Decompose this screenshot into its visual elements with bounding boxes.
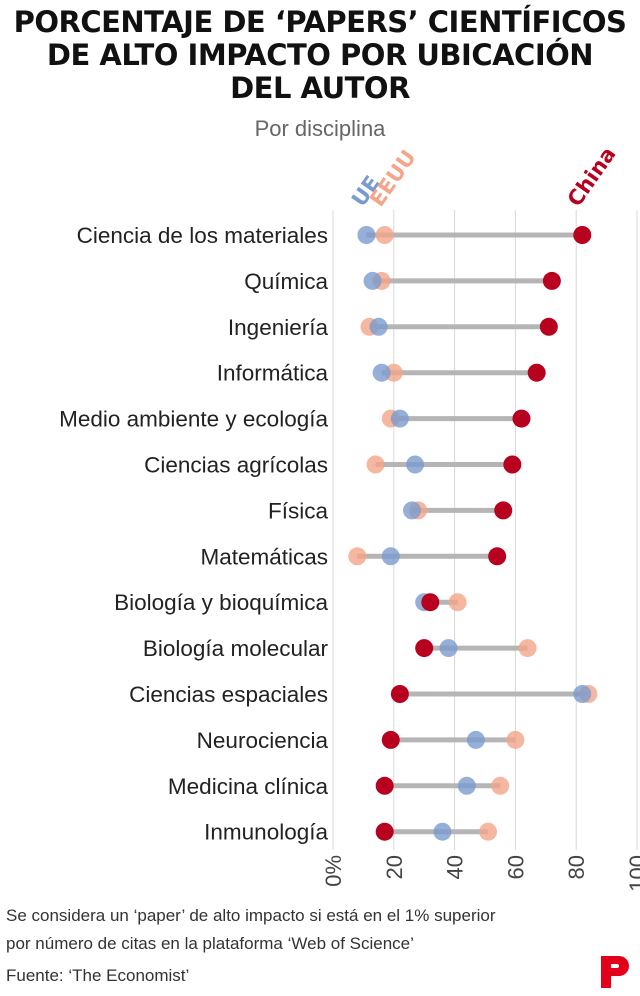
china-dot — [573, 226, 592, 244]
x-tick-label: 60 — [503, 855, 528, 879]
ue-dot — [390, 409, 409, 428]
china-dot — [503, 455, 522, 474]
chart-title-line: DE ALTO IMPACTO POR UBICACIÓN — [46, 38, 594, 72]
eeuu-dot — [491, 776, 510, 795]
category-label: Informática — [217, 361, 329, 386]
category-label: Ciencias agrícolas — [144, 453, 328, 478]
ue-dot — [466, 730, 485, 749]
category-label: Biología molecular — [143, 636, 329, 661]
ue-dot — [403, 501, 422, 520]
eeuu-dot — [375, 226, 394, 244]
ue-dot — [363, 271, 382, 290]
x-tick-label: 20 — [382, 855, 407, 879]
eeuu-dot — [348, 547, 367, 566]
category-label: Neurociencia — [197, 728, 329, 753]
x-tick-label: 0% — [321, 855, 346, 887]
ue-dot — [369, 317, 388, 336]
chart-title: PORCENTAJE DE ‘PAPERS’ CIENTÍFICOS DE ALT… — [0, 6, 640, 105]
footnote-line-2: por número de citas en la plataforma ‘We… — [6, 934, 414, 953]
footnote-line-1: Se considera un ‘paper’ de alto impacto … — [6, 906, 496, 925]
china-dot — [539, 317, 558, 336]
eeuu-dot — [448, 593, 467, 612]
china-dot — [375, 822, 394, 841]
ue-dot — [406, 455, 425, 474]
china-dot — [494, 501, 513, 520]
category-label: Medio ambiente y ecología — [59, 407, 328, 432]
eeuu-dot — [518, 639, 537, 658]
category-label: Ciencia de los materiales — [77, 223, 328, 248]
china-dot — [375, 776, 394, 795]
x-tick-label: 40 — [443, 855, 468, 879]
chart-title-line: PORCENTAJE DE ‘PAPERS’ CIENTÍFICOS — [13, 5, 627, 39]
china-dot — [390, 685, 409, 703]
legend-label: China — [563, 150, 621, 211]
eeuu-dot — [506, 730, 525, 749]
ue-dot — [433, 822, 452, 841]
category-label: Inmunología — [204, 820, 328, 845]
category-label: Matemáticas — [200, 544, 328, 569]
x-tick-label: 100 — [625, 855, 640, 892]
china-dot — [527, 363, 546, 382]
ue-dot — [439, 639, 458, 658]
china-dot — [415, 639, 434, 658]
china-dot — [512, 409, 531, 428]
china-dot — [421, 593, 440, 612]
ue-dot — [381, 547, 400, 566]
category-label: Ingeniería — [228, 315, 329, 340]
china-dot — [488, 547, 507, 566]
ue-dot — [457, 776, 476, 795]
source-note: Fuente: ‘The Economist’ — [6, 966, 190, 985]
ue-dot — [573, 685, 592, 703]
ue-dot — [357, 226, 376, 244]
china-dot — [381, 730, 400, 749]
eeuu-dot — [479, 822, 498, 841]
eeuu-dot — [366, 455, 385, 474]
category-label: Ciencias espaciales — [129, 682, 328, 707]
category-label: Física — [268, 498, 328, 523]
x-tick-label: 80 — [564, 855, 589, 879]
category-label: Química — [244, 269, 328, 294]
ue-dot — [372, 363, 391, 382]
category-label: Biología y bioquímica — [114, 590, 328, 615]
category-label: Medicina clínica — [168, 774, 329, 799]
chart-subtitle: Por disciplina — [254, 116, 386, 141]
china-dot — [542, 271, 561, 290]
publisher-logo-icon — [601, 956, 629, 988]
chart-title-line: DEL AUTOR — [230, 71, 410, 105]
